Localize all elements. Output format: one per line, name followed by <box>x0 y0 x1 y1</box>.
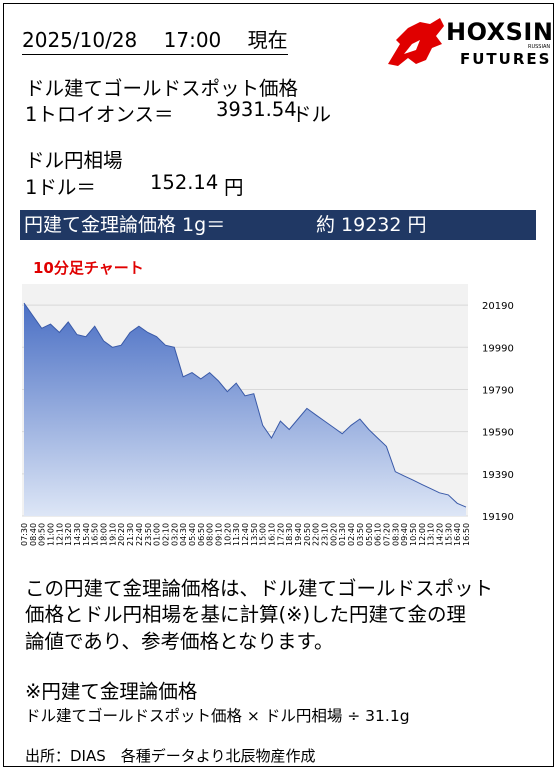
y-tick-label: 19790 <box>482 385 514 396</box>
banner-label: 円建て金理論価格 1g＝ <box>24 214 226 236</box>
brand-logo: HOXSIN RUSSIAN FUTURES <box>386 14 553 70</box>
chart: 19190 19390 19590 19790 19990 20190 07:30 08:4… <box>20 284 514 546</box>
x-tick-label: 12:10 <box>55 523 64 546</box>
x-tick-label: 19:40 <box>294 523 303 546</box>
fx-value: 152.14 <box>150 171 219 194</box>
x-tick-label: 05:40 <box>188 523 197 546</box>
x-tick-label: 02:40 <box>347 523 356 546</box>
brand-mark-icon <box>388 18 444 66</box>
x-tick-label: 07:30 <box>20 523 29 546</box>
x-tick-label: 08:30 <box>391 523 400 546</box>
x-tick-label: 04:30 <box>179 523 188 546</box>
x-tick-label: 23:50 <box>144 523 153 546</box>
x-tick-label: 12:40 <box>241 523 250 546</box>
x-tick-label: 09:50 <box>38 523 47 546</box>
x-tick-label: 17:20 <box>276 523 285 546</box>
brand-tiny-text: RUSSIAN <box>528 44 551 50</box>
y-tick-label: 19390 <box>482 470 514 481</box>
y-tick-label: 19190 <box>482 512 514 523</box>
x-tick-label: 15:30 <box>444 523 453 546</box>
chart-title: 10分足チャート <box>33 259 144 277</box>
x-tick-label: 15:40 <box>82 523 91 546</box>
x-tick-label: 18:30 <box>285 523 294 546</box>
x-tick-label: 01:00 <box>153 523 162 546</box>
formula-text: ドル建てゴールドスポット価格 × ドル円相場 ÷ 31.1g <box>25 707 410 725</box>
y-tick-label: 20190 <box>482 301 514 312</box>
x-tick-label: 15:00 <box>259 523 268 546</box>
gold-unit-label: 1トロイオンス＝ <box>25 103 174 126</box>
fx-label: ドル円相場 <box>25 149 123 172</box>
x-tick-label: 11:00 <box>47 523 56 546</box>
x-tick-label: 12:00 <box>418 523 427 546</box>
x-tick-label: 05:00 <box>365 523 374 546</box>
x-tick-label: 03:50 <box>356 523 365 546</box>
x-tick-label: 22:00 <box>312 523 321 546</box>
area-series <box>24 303 466 516</box>
brand-name: HOXSIN <box>446 18 554 46</box>
x-tick-label: 23:10 <box>321 523 330 546</box>
fx-unit-label: 1ドル＝ <box>25 176 96 199</box>
x-tick-label: 02:10 <box>161 523 170 546</box>
card-frame <box>3 3 554 767</box>
description-line-1: この円建て金理論価格は、ドル建てゴールドスポット <box>25 577 494 600</box>
x-tick-label: 10:20 <box>223 523 232 546</box>
x-tick-label: 03:20 <box>170 523 179 546</box>
banner-value: 約 19232 円 <box>316 214 427 236</box>
x-tick-label: 21:30 <box>126 523 135 546</box>
brand-sub: FUTURES <box>460 50 552 68</box>
x-tick-label: 10:50 <box>409 523 418 546</box>
x-tick-label: 01:30 <box>338 523 347 546</box>
description-line-2: 価格とドル円相場を基に計算(※)した円建て金の理 <box>25 603 467 626</box>
x-tick-label: 08:40 <box>29 523 38 546</box>
x-tick-label: 16:10 <box>268 523 277 546</box>
x-tick-label: 09:10 <box>215 523 224 546</box>
x-tick-label: 16:40 <box>453 523 462 546</box>
fx-currency: 円 <box>224 176 244 199</box>
x-tick-label: 18:00 <box>100 523 109 546</box>
gold-label: ドル建てゴールドスポット価格 <box>25 77 299 100</box>
x-tick-label: 08:00 <box>206 523 215 546</box>
x-tick-label: 20:20 <box>117 523 126 546</box>
x-tick-label: 13:10 <box>427 523 436 546</box>
y-tick-label: 19990 <box>482 343 514 354</box>
y-tick-label: 19590 <box>482 428 514 439</box>
x-tick-label: 13:50 <box>250 523 259 546</box>
x-tick-label: 00:20 <box>329 523 338 546</box>
x-tick-label: 22:40 <box>135 523 144 546</box>
x-tick-label: 20:50 <box>303 523 312 546</box>
source-text: 出所：DIAS 各種データより北辰物産作成 <box>25 747 316 765</box>
x-tick-label: 06:50 <box>197 523 206 546</box>
x-tick-label: 14:30 <box>73 523 82 546</box>
formula-title: ※円建て金理論価格 <box>25 680 198 703</box>
x-tick-label: 07:20 <box>382 523 391 546</box>
theoretical-price-banner: 円建て金理論価格 1g＝ 約 19232 円 <box>20 210 536 240</box>
x-tick-label: 09:40 <box>400 523 409 546</box>
x-tick-label: 11:30 <box>232 523 241 546</box>
series-line <box>23 302 467 508</box>
x-tick-label: 13:20 <box>64 523 73 546</box>
gold-currency: ドル <box>292 103 332 126</box>
gold-value: 3931.54 <box>216 98 297 121</box>
x-tick-label: 14:20 <box>436 523 445 546</box>
x-tick-label: 16:50 <box>462 523 471 546</box>
x-tick-label: 16:50 <box>91 523 100 546</box>
description-line-3: 論値であり、参考価格となります。 <box>25 630 334 653</box>
report-datetime: 2025/10/28 17:00 現在 <box>22 24 288 55</box>
x-tick-label: 19:10 <box>108 523 117 546</box>
x-tick-label: 06:10 <box>374 523 383 546</box>
